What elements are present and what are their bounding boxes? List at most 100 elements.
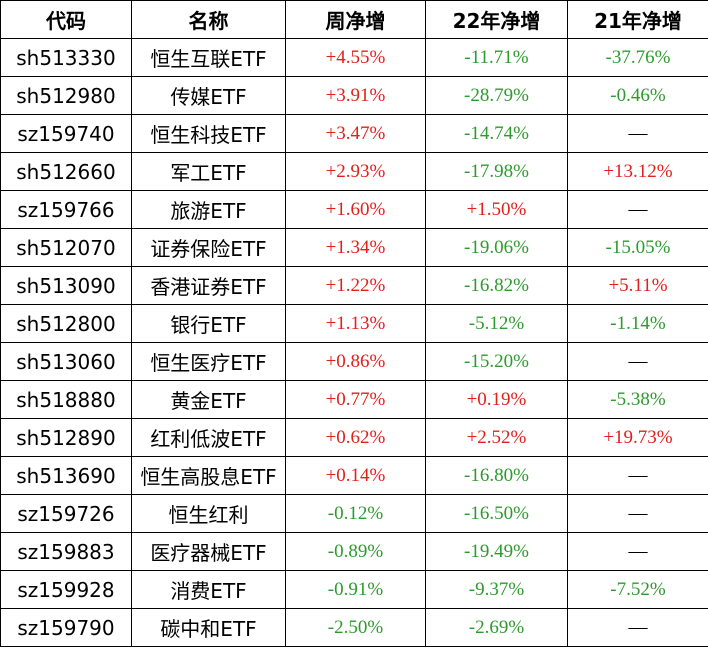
change-cell: -16.50% [425, 494, 568, 533]
code-cell: sh512660 [0, 152, 132, 191]
change-cell: +3.91% [285, 76, 426, 115]
table-body: sh513330 恒生互联ETF +4.55% -11.71% -37.76% sh512… [0, 38, 708, 647]
change-cell: -14.74% [425, 114, 568, 153]
change-cell: — [567, 608, 708, 647]
change-cell: -28.79% [425, 76, 568, 115]
name-cell: 红利低波ETF [131, 418, 286, 457]
change-cell: -0.46% [567, 76, 708, 115]
table-row: sz159766 旅游ETF +1.60% +1.50% — [0, 190, 708, 229]
change-cell: -5.12% [425, 304, 568, 343]
name-cell: 恒生红利 [131, 494, 286, 533]
header-cell: 名称 [131, 0, 286, 39]
code-cell: sz159766 [0, 190, 132, 229]
name-cell: 恒生高股息ETF [131, 456, 286, 495]
change-cell: -2.69% [425, 608, 568, 647]
change-cell: +0.19% [425, 380, 568, 419]
table-row: sh513330 恒生互联ETF +4.55% -11.71% -37.76% [0, 38, 708, 77]
change-cell: +1.22% [285, 266, 426, 305]
change-cell: -0.91% [285, 570, 426, 609]
change-cell: -11.71% [425, 38, 568, 77]
change-cell: -15.20% [425, 342, 568, 381]
change-cell: +0.62% [285, 418, 426, 457]
code-cell: sh513060 [0, 342, 132, 381]
change-cell: — [567, 190, 708, 229]
change-cell: +19.73% [567, 418, 708, 457]
name-cell: 传媒ETF [131, 76, 286, 115]
change-cell: +0.86% [285, 342, 426, 381]
change-cell: -16.82% [425, 266, 568, 305]
table-row: sz159883 医疗器械ETF -0.89% -19.49% — [0, 532, 708, 571]
change-cell: +1.13% [285, 304, 426, 343]
change-cell: +5.11% [567, 266, 708, 305]
name-cell: 黄金ETF [131, 380, 286, 419]
table-row: sh512890 红利低波ETF +0.62% +2.52% +19.73% [0, 418, 708, 457]
code-cell: sz159740 [0, 114, 132, 153]
name-cell: 恒生科技ETF [131, 114, 286, 153]
table-row: sh513690 恒生高股息ETF +0.14% -16.80% — [0, 456, 708, 495]
table-row: sz159726 恒生红利 -0.12% -16.50% — [0, 494, 708, 533]
change-cell: +13.12% [567, 152, 708, 191]
change-cell: — [567, 494, 708, 533]
change-cell: -2.50% [285, 608, 426, 647]
table-row: sh512800 银行ETF +1.13% -5.12% -1.14% [0, 304, 708, 343]
name-cell: 消费ETF [131, 570, 286, 609]
table-row: sh513090 香港证券ETF +1.22% -16.82% +5.11% [0, 266, 708, 305]
name-cell: 证券保险ETF [131, 228, 286, 267]
change-cell: +1.34% [285, 228, 426, 267]
name-cell: 银行ETF [131, 304, 286, 343]
change-cell: -0.12% [285, 494, 426, 533]
change-cell: +4.55% [285, 38, 426, 77]
code-cell: sh512890 [0, 418, 132, 457]
table-row: sz159928 消费ETF -0.91% -9.37% -7.52% [0, 570, 708, 609]
code-cell: sz159928 [0, 570, 132, 609]
name-cell: 香港证券ETF [131, 266, 286, 305]
change-cell: — [567, 114, 708, 153]
code-cell: sh513690 [0, 456, 132, 495]
code-cell: sz159790 [0, 608, 132, 647]
change-cell: — [567, 532, 708, 571]
table-row: sh513060 恒生医疗ETF +0.86% -15.20% — [0, 342, 708, 381]
code-cell: sh518880 [0, 380, 132, 419]
name-cell: 医疗器械ETF [131, 532, 286, 571]
table-row: sz159790 碳中和ETF -2.50% -2.69% — [0, 608, 708, 647]
header-cell: 代码 [0, 0, 132, 39]
header-cell: 21年净增 [567, 0, 708, 39]
header-cell: 22年净增 [425, 0, 568, 39]
change-cell: +0.14% [285, 456, 426, 495]
change-cell: +3.47% [285, 114, 426, 153]
table-row: sh512980 传媒ETF +3.91% -28.79% -0.46% [0, 76, 708, 115]
name-cell: 军工ETF [131, 152, 286, 191]
code-cell: sh513090 [0, 266, 132, 305]
table-row: sh512070 证券保险ETF +1.34% -19.06% -15.05% [0, 228, 708, 267]
name-cell: 碳中和ETF [131, 608, 286, 647]
change-cell: -1.14% [567, 304, 708, 343]
change-cell: +2.93% [285, 152, 426, 191]
table-row: sh512660 军工ETF +2.93% -17.98% +13.12% [0, 152, 708, 191]
code-cell: sh513330 [0, 38, 132, 77]
header-row: 代码 名称 周净增 22年净增 21年净增 [0, 0, 708, 39]
code-cell: sh512980 [0, 76, 132, 115]
change-cell: +1.60% [285, 190, 426, 229]
header-cell: 周净增 [285, 0, 426, 39]
name-cell: 旅游ETF [131, 190, 286, 229]
table-row: sz159740 恒生科技ETF +3.47% -14.74% — [0, 114, 708, 153]
change-cell: — [567, 342, 708, 381]
name-cell: 恒生医疗ETF [131, 342, 286, 381]
change-cell: -0.89% [285, 532, 426, 571]
code-cell: sz159726 [0, 494, 132, 533]
code-cell: sh512070 [0, 228, 132, 267]
code-cell: sh512800 [0, 304, 132, 343]
change-cell: -16.80% [425, 456, 568, 495]
change-cell: -5.38% [567, 380, 708, 419]
table-row: sh518880 黄金ETF +0.77% +0.19% -5.38% [0, 380, 708, 419]
change-cell: +1.50% [425, 190, 568, 229]
change-cell: -19.49% [425, 532, 568, 571]
change-cell: — [567, 456, 708, 495]
change-cell: +2.52% [425, 418, 568, 457]
change-cell: -19.06% [425, 228, 568, 267]
change-cell: -7.52% [567, 570, 708, 609]
change-cell: -37.76% [567, 38, 708, 77]
change-cell: +0.77% [285, 380, 426, 419]
